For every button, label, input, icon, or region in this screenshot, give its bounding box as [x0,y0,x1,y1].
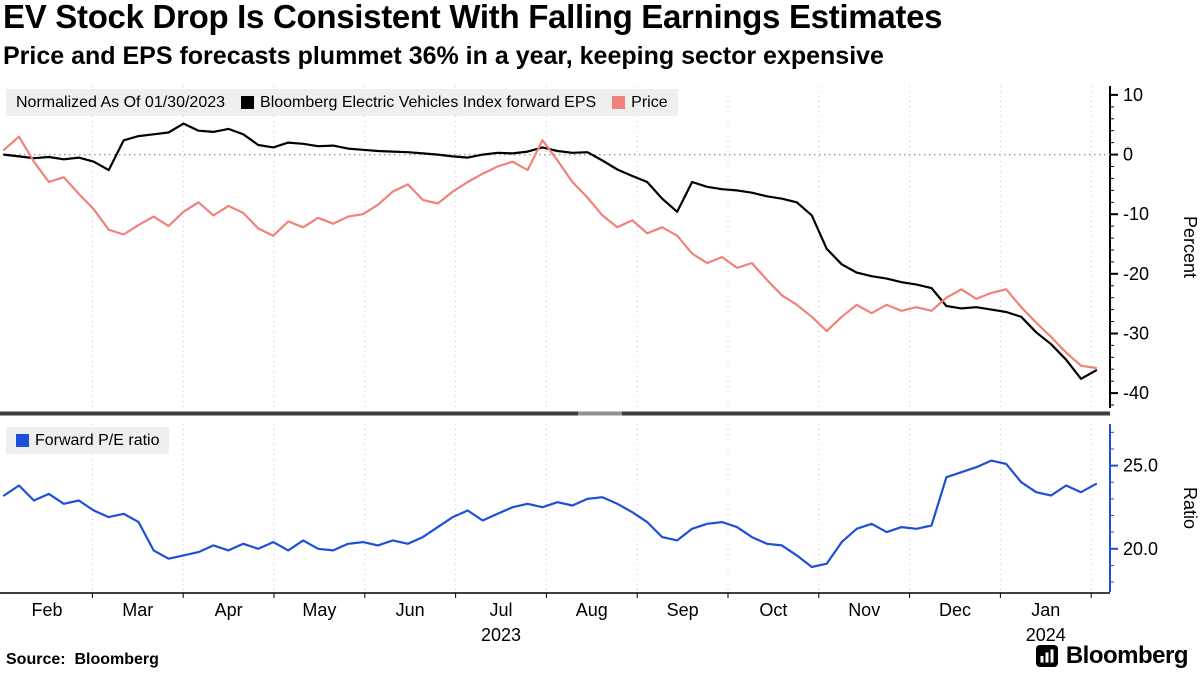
price-legend-label: Price [631,94,668,111]
svg-text:Sep: Sep [667,600,699,620]
svg-text:Nov: Nov [848,600,880,620]
svg-text:Dec: Dec [939,600,971,620]
bloomberg-bars-icon [1035,645,1058,667]
eps-swatch [241,96,255,110]
svg-text:25.0: 25.0 [1123,456,1158,476]
svg-text:20.0: 20.0 [1123,539,1158,559]
svg-text:Percent: Percent [1180,216,1200,278]
svg-text:-10: -10 [1123,204,1149,224]
pe-swatch [16,434,29,448]
svg-text:Aug: Aug [576,600,608,620]
bloomberg-logo: Bloomberg [1035,642,1189,670]
svg-text:-40: -40 [1123,383,1149,403]
legend-item-price: Price [612,93,668,112]
svg-text:Jul: Jul [489,600,512,620]
legend-top: Normalized As Of 01/30/2023 Bloomberg El… [6,89,678,117]
legend-item-eps: Bloomberg Electric Vehicles Index forwar… [241,93,596,112]
source-note: Source: Bloomberg [6,651,159,668]
normalized-note: Normalized As Of 01/30/2023 [16,94,226,111]
chart-subtitle: Price and EPS forecasts plummet 36% in a… [3,42,884,70]
legend-item-pe: Forward P/E ratio [16,431,159,450]
bloomberg-wordmark: Bloomberg [1065,642,1189,669]
price-swatch [612,96,626,110]
svg-text:Oct: Oct [759,600,787,620]
svg-text:Apr: Apr [215,600,243,620]
eps-legend-label: Bloomberg Electric Vehicles Index forwar… [260,94,597,111]
svg-text:May: May [302,600,336,620]
chart-title: EV Stock Drop Is Consistent With Falling… [3,0,943,35]
svg-text:2024: 2024 [1026,625,1066,645]
pe-legend-label: Forward P/E ratio [35,432,160,449]
svg-text:10: 10 [1123,85,1143,105]
svg-text:Mar: Mar [122,600,153,620]
svg-text:Feb: Feb [31,600,62,620]
svg-text:-20: -20 [1123,264,1149,284]
legend-bottom: Forward P/E ratio [6,427,170,455]
svg-text:-30: -30 [1123,324,1149,344]
svg-text:0: 0 [1123,145,1133,165]
svg-text:Ratio: Ratio [1180,487,1200,529]
svg-text:2023: 2023 [481,625,521,645]
svg-text:Jan: Jan [1031,600,1060,620]
svg-text:Jun: Jun [396,600,425,620]
